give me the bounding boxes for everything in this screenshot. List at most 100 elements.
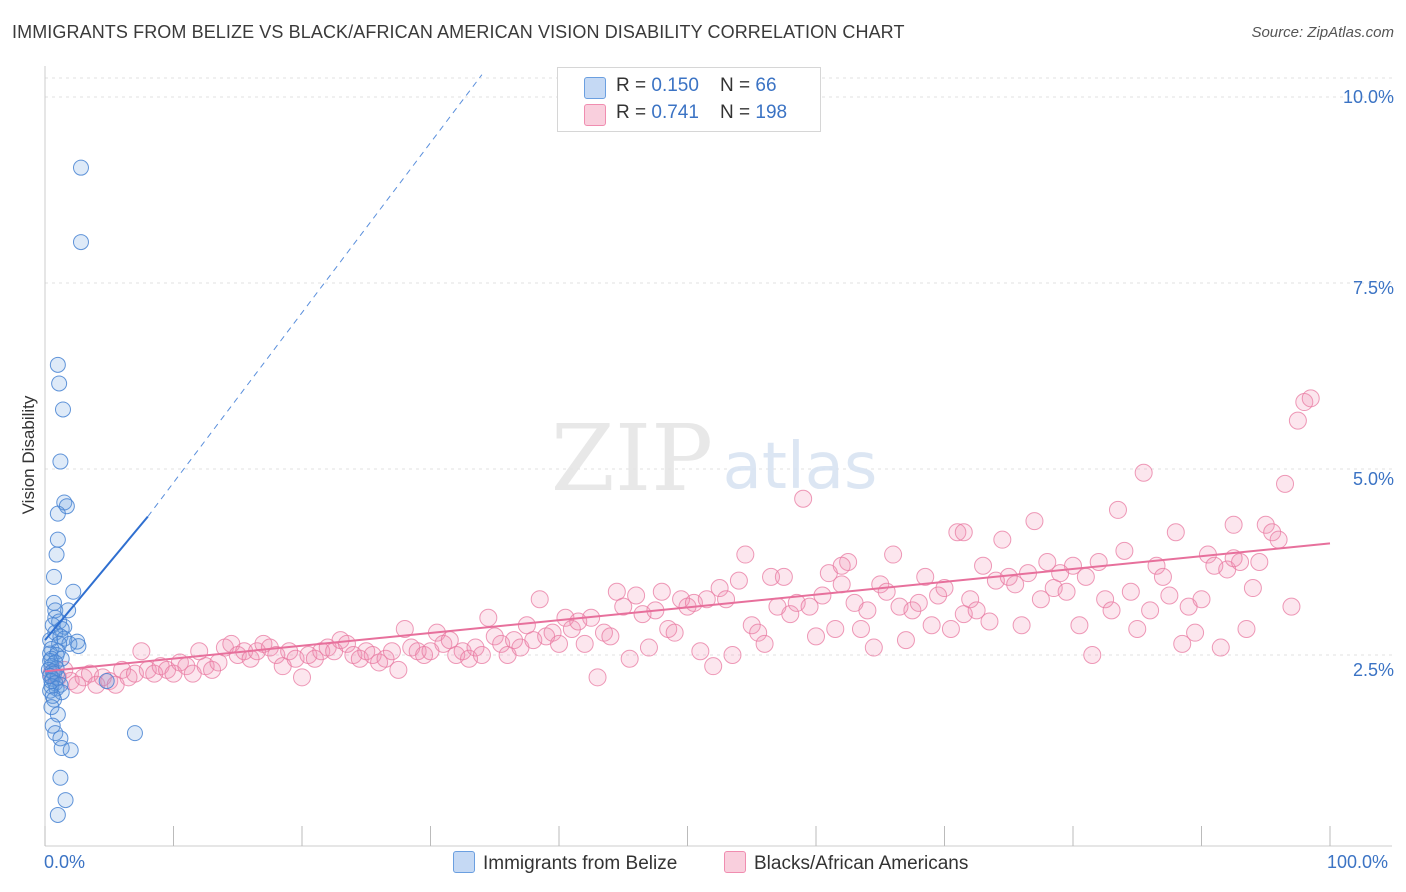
- legend-r-value: 0.741: [651, 102, 699, 123]
- data-point-blacks: [1186, 623, 1205, 642]
- data-point-blacks: [1211, 638, 1230, 657]
- data-point-belize: [57, 792, 74, 809]
- data-point-blacks: [1070, 616, 1089, 635]
- data-point-blacks: [305, 649, 324, 668]
- data-point-blacks: [203, 660, 222, 679]
- data-point-blacks: [762, 567, 781, 586]
- data-point-blacks: [980, 612, 999, 631]
- legend-r-label: R =: [616, 75, 652, 96]
- data-point-blacks: [1057, 582, 1076, 601]
- data-point-blacks: [1096, 590, 1115, 609]
- data-point-blacks: [1076, 567, 1095, 586]
- y-axis-label: Vision Disability: [19, 395, 38, 515]
- data-point-blacks: [389, 660, 408, 679]
- data-point-blacks: [1006, 575, 1025, 594]
- trend-lines: [44, 74, 1331, 673]
- data-point-blacks: [1108, 500, 1127, 519]
- trend-line-belize: [44, 515, 149, 641]
- data-point-blacks: [736, 545, 755, 564]
- data-point-blacks: [68, 675, 87, 694]
- data-point-belize: [72, 159, 89, 176]
- data-point-blacks: [954, 523, 973, 542]
- data-point-blacks: [1025, 512, 1044, 531]
- data-point-blacks: [929, 586, 948, 605]
- x-tick-label-max: 100.0%: [1327, 852, 1389, 872]
- legend-r-label: R =: [616, 102, 652, 123]
- data-point-blacks: [1121, 582, 1140, 601]
- data-point-blacks: [1038, 553, 1057, 571]
- axes: [44, 66, 1392, 847]
- y-tick-label: 5.0%: [1352, 469, 1394, 489]
- data-point-blacks: [1276, 474, 1295, 493]
- data-point-blacks: [1012, 616, 1031, 635]
- data-point-blacks: [903, 601, 922, 620]
- data-point-blacks: [562, 619, 581, 638]
- source-label[interactable]: Source: ZipAtlas.com: [1251, 24, 1394, 41]
- data-point-blacks: [851, 619, 870, 638]
- data-point-blacks: [479, 608, 498, 627]
- grid-lines: [45, 77, 1392, 656]
- data-point-belize: [49, 531, 66, 548]
- legend-n-value: 66: [755, 75, 777, 96]
- data-point-blacks: [517, 616, 536, 635]
- data-point-blacks: [1083, 646, 1102, 664]
- data-point-blacks: [941, 619, 960, 638]
- data-point-belize: [52, 769, 69, 786]
- bottom-legend-swatch-blacks: [724, 851, 746, 873]
- data-point-blacks: [1256, 515, 1275, 534]
- data-point-blacks: [382, 642, 401, 661]
- data-point-blacks: [543, 623, 562, 642]
- data-point-blacks: [691, 642, 710, 661]
- data-point-blacks: [1166, 523, 1185, 542]
- data-point-blacks: [1263, 523, 1282, 542]
- data-point-blacks: [1173, 634, 1192, 653]
- data-point-blacks: [877, 582, 896, 601]
- data-point-blacks: [1128, 619, 1147, 638]
- data-point-belize: [49, 356, 66, 373]
- data-point-blacks: [961, 590, 980, 609]
- data-point-blacks: [485, 627, 504, 646]
- data-point-blacks: [864, 638, 883, 657]
- data-point-blacks: [794, 489, 813, 508]
- trend-line-blacks: [44, 542, 1331, 673]
- data-point-blacks: [832, 556, 851, 575]
- data-point-blacks: [665, 623, 684, 642]
- data-point-blacks: [710, 579, 729, 598]
- bottom-legend-belize[interactable]: Immigrants from Belize: [453, 851, 677, 875]
- data-point-blacks: [1237, 619, 1256, 638]
- data-point-blacks: [896, 631, 915, 650]
- data-point-blacks: [376, 649, 395, 668]
- data-point-blacks: [1141, 601, 1160, 620]
- data-point-blacks: [832, 575, 851, 594]
- data-point-blacks: [620, 649, 639, 668]
- data-point-blacks: [1115, 541, 1134, 560]
- data-point-blacks: [974, 556, 993, 575]
- legend-n-value: 198: [755, 102, 788, 123]
- data-point-blacks: [601, 627, 620, 646]
- data-point-blacks: [749, 623, 768, 642]
- data-point-belize: [49, 505, 66, 522]
- data-point-blacks: [639, 638, 658, 657]
- data-point-belize: [54, 401, 71, 418]
- data-point-blacks: [800, 597, 819, 616]
- data-point-blacks: [922, 616, 941, 635]
- data-point-blacks: [916, 567, 935, 586]
- legend-r-value: 0.150: [651, 75, 699, 96]
- data-point-blacks: [652, 582, 671, 601]
- data-point-blacks: [1250, 553, 1269, 571]
- data-point-belize: [72, 234, 89, 251]
- y-tick-label: 7.5%: [1352, 278, 1394, 298]
- data-point-blacks: [935, 579, 954, 598]
- data-point-belize: [45, 568, 62, 585]
- watermark-zip: ZIP: [551, 405, 713, 512]
- data-point-blacks: [993, 530, 1012, 549]
- data-point-blacks: [884, 545, 903, 564]
- data-point-belize: [98, 673, 115, 690]
- data-point-blacks: [550, 634, 568, 653]
- bottom-legend-blacks[interactable]: Blacks/African Americans: [724, 851, 968, 875]
- data-point-blacks: [1192, 590, 1211, 609]
- correlation-legend: R = 0.150 N = 66 R = 0.741 N = 198: [557, 67, 821, 132]
- data-point-blacks: [781, 605, 800, 624]
- data-point-blacks: [466, 638, 485, 657]
